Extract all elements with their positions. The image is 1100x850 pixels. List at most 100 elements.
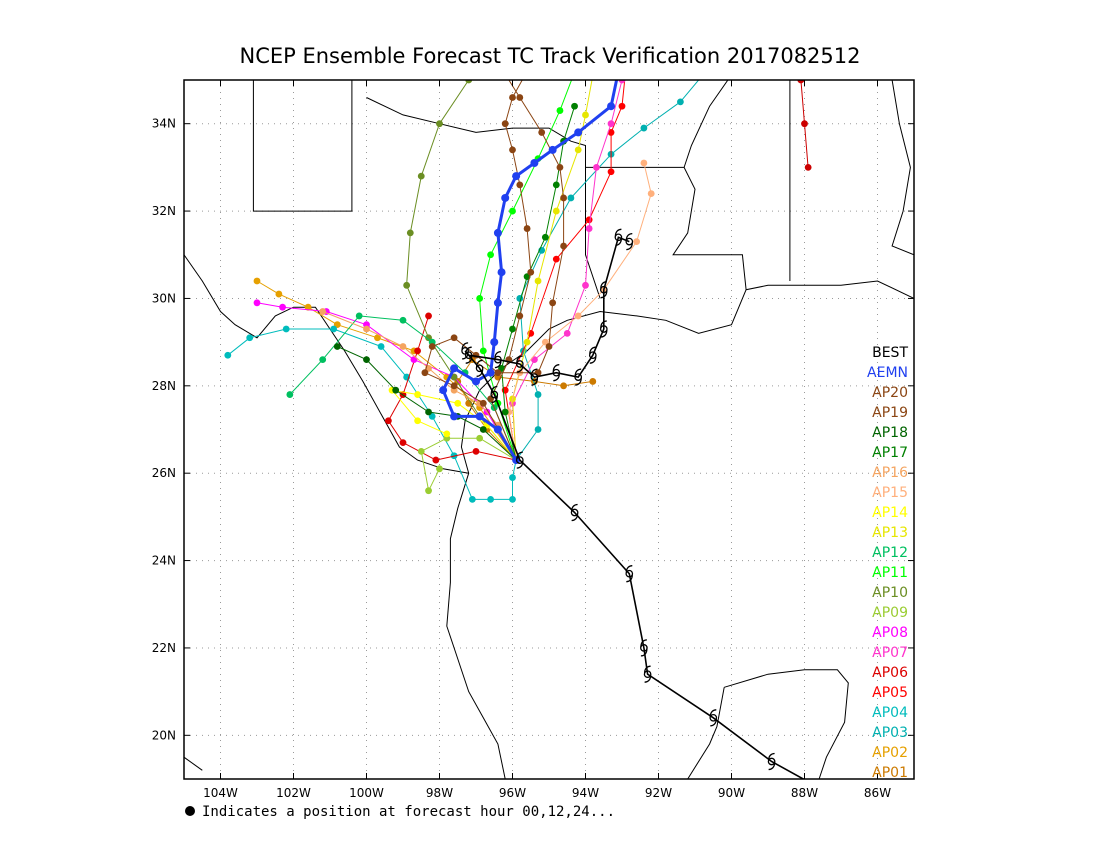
track-aemn-point [493, 425, 502, 434]
hurricane-eye [494, 355, 502, 364]
track-ap09-point [417, 447, 425, 455]
axis-ticks: 104W 102W 100W 98W 96W 94W 92W 90W 88W 86W 20N 22N 2… [152, 80, 914, 800]
track-ap12-point [399, 316, 407, 324]
x-tick-label: 100W [349, 786, 384, 800]
track-ap15-point [633, 238, 640, 246]
track-ap17-point [571, 102, 578, 110]
hurricane-arm [625, 565, 633, 573]
legend-entry-best: BEST [872, 345, 908, 361]
track-ap04-point [330, 325, 338, 333]
hurricane-arm [600, 329, 608, 338]
hurricane-arm [643, 665, 651, 674]
hurricane-eye [625, 569, 634, 578]
hurricane-arm [516, 364, 524, 373]
track-ap07-point [585, 225, 593, 232]
legend-entry-ap16: AP16 [872, 465, 908, 481]
extra-track-point [794, 33, 801, 40]
hurricane-eye [640, 644, 648, 652]
track-ap10-point [417, 172, 425, 180]
y-tick-label: 24N [152, 554, 176, 568]
extra-track-point [797, 80, 805, 84]
track-aemn-point [607, 102, 616, 111]
track-ap20-point [501, 120, 509, 128]
track-ap20-point [527, 268, 535, 276]
hurricane-eye [625, 237, 634, 246]
hurricane-eye [588, 351, 597, 360]
track-ap16-point [399, 343, 407, 350]
hurricane-icon [625, 232, 634, 251]
y-tick-label: 26N [152, 466, 176, 480]
track-ap05-point [552, 255, 560, 263]
hurricane-icon [552, 364, 561, 382]
track-ap16-point [363, 325, 370, 333]
track-ap18-point [333, 343, 341, 350]
hurricane-icon [490, 385, 499, 404]
hurricane-icon [515, 451, 524, 469]
gridlines [184, 80, 914, 779]
track-ap13-point [534, 277, 542, 285]
track-aemn-point [512, 172, 521, 181]
hurricane-arm [531, 378, 539, 386]
track-aemn-point [497, 268, 506, 277]
track-ap18-line [337, 346, 517, 461]
hurricane-icon [625, 565, 634, 583]
track-ap04-point [246, 334, 254, 342]
map-border [184, 756, 203, 771]
track-aemn-point [530, 159, 539, 168]
track-ap05-point [607, 129, 615, 136]
track-ap11-point [476, 295, 484, 302]
track-ap20-point [524, 68, 531, 75]
hurricane-arm [615, 238, 623, 246]
track-ap05-point [607, 168, 615, 176]
legend-entry-ap01: AP01 [872, 765, 908, 781]
hurricane-arm [625, 232, 633, 241]
track-ap18-point [392, 386, 400, 394]
track-ap03-point [640, 124, 648, 132]
track-ap19-point [538, 129, 546, 136]
map-outlines [184, 80, 914, 779]
track-ap03-line [515, 80, 700, 461]
hurricane-arm [589, 356, 597, 364]
track-ap15-point [640, 159, 648, 167]
track-ap12-point [355, 312, 363, 320]
legend-entry-ap02: AP02 [872, 745, 908, 761]
hurricane-icon [643, 665, 652, 683]
legend-entry-aemn: AEMN [867, 365, 908, 381]
y-tick-label: 22N [152, 641, 176, 655]
hurricane-arm [600, 281, 607, 289]
track-ap19-point [494, 369, 502, 377]
hurricane-icon [475, 359, 484, 377]
legend-entry-ap09: AP09 [872, 605, 908, 621]
track-ap06-point [414, 347, 421, 355]
track-ap02-point [275, 290, 283, 298]
track-aemn-point [493, 298, 502, 307]
hurricane-arm [767, 752, 775, 761]
track-ap15-line [508, 162, 652, 461]
hurricane-eye [552, 368, 561, 377]
x-tick-label: 92W [645, 786, 672, 800]
hurricane-eye [599, 325, 608, 333]
track-ap03-point [534, 426, 542, 433]
track-ap04-point [377, 343, 385, 350]
track-ap04-point [509, 496, 516, 503]
map-border [891, 80, 914, 256]
y-tick-label: 28N [152, 379, 176, 393]
track-ap07-point [582, 281, 589, 289]
x-tick-label: 90W [718, 786, 745, 800]
track-ap06-point [399, 439, 407, 447]
track-ap02-point [253, 277, 261, 285]
track-aemn-point [439, 386, 448, 395]
hurricane-eye [570, 508, 579, 517]
track-ap16-line [322, 311, 517, 461]
track-ap18-point [479, 426, 487, 433]
track-ap13-point [523, 338, 531, 346]
hurricane-icon [494, 350, 502, 369]
plot-frame [183, 79, 915, 780]
legend-entry-ap15: AP15 [872, 485, 908, 501]
track-ap20-point [509, 146, 516, 154]
track-ap18-point [363, 356, 370, 363]
track-aemn-point [574, 128, 583, 137]
track-ap10-line [406, 80, 517, 461]
legend: BEST AEMN AP20 AP19 AP18 AP17 AP16 AP15 AP14 AP13… [867, 345, 908, 781]
track-ap17-point [501, 408, 509, 416]
